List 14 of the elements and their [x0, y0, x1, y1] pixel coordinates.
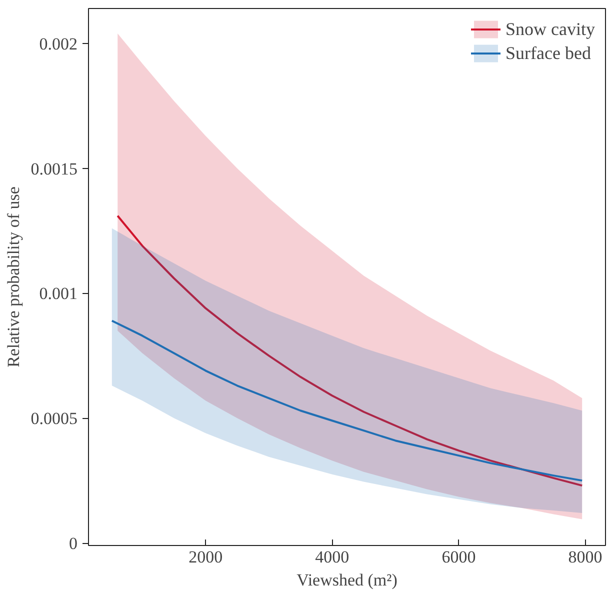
y-tick-label: 0.0005: [30, 409, 78, 428]
x-tick-label: 4000: [315, 548, 350, 566]
x-tick-label: 2000: [188, 548, 223, 566]
y-tick-label: 0.0015: [30, 159, 78, 178]
y-tick-label: 0.002: [39, 34, 78, 54]
y-tick-label: 0.001: [39, 284, 78, 304]
y-axis-title: Relative probability of use: [4, 186, 23, 368]
y-tick-label: 0: [69, 534, 78, 553]
x-tick-label: 8000: [568, 548, 602, 566]
x-axis-title: Viewshed (m²): [296, 570, 398, 590]
legend-label: Surface bed: [506, 42, 591, 64]
x-tick-label: 6000: [442, 548, 476, 566]
line-series: [110, 320, 584, 482]
legend-label: Snow cavity: [506, 18, 595, 40]
